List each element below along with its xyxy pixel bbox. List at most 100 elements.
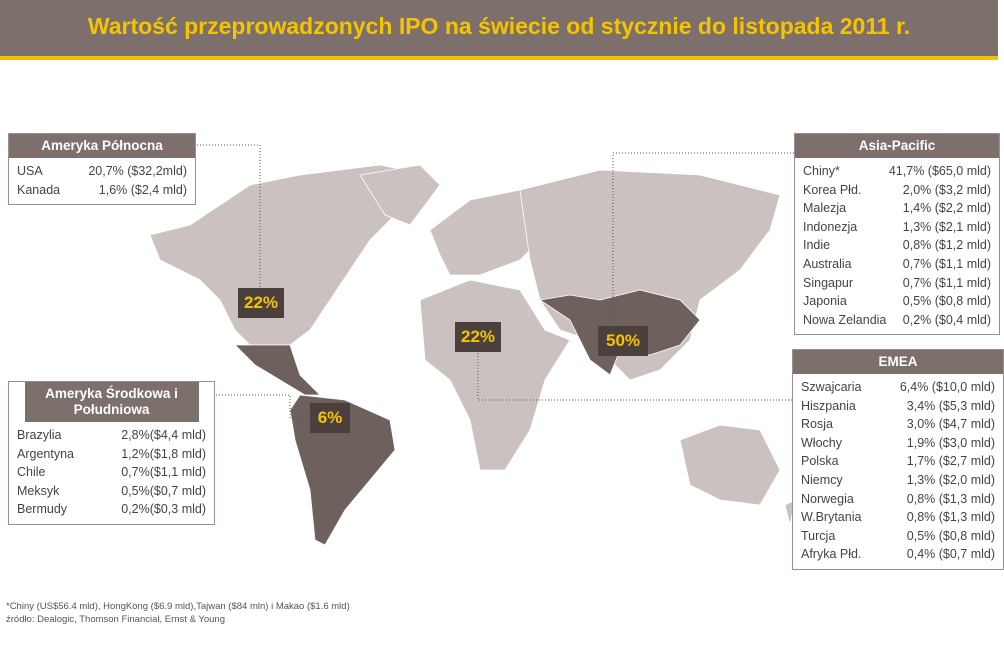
region-name: Ameryka Środkowa i Południowa <box>24 382 199 422</box>
ipo-value: 2,0% ($3,2 mld) <box>902 182 991 197</box>
ipo-value: 3,0% ($4,7 mld) <box>906 417 995 432</box>
region-row: Turcja 0,5% ($0,8 mld) <box>793 527 1003 546</box>
country: USA <box>17 164 43 178</box>
country: Brazylia <box>17 428 62 442</box>
ipo-value: 41,7% ($65,0 mld) <box>888 164 991 178</box>
ipo-value: 3,4% ($5,3 mld) <box>906 398 995 413</box>
ipo-value: 1,6% ($2,4 mld) <box>98 182 187 197</box>
ipo-value: 0,7%($1,1 mld) <box>121 465 206 480</box>
country: Włochy <box>801 435 842 450</box>
region-box: Asia-Pacific Chiny* 41,7% ($65,0 mld) Korea… <box>794 133 1000 336</box>
leader-line <box>612 152 794 326</box>
ipo-value: 1,7% ($2,7 mld) <box>906 454 995 469</box>
region-row: Australia 0,7% ($1,1 mld) <box>795 255 999 274</box>
region-row: Chile 0,7%($1,1 mld) <box>9 463 214 482</box>
ipo-value: 2,8%($4,4 mld) <box>121 428 206 442</box>
region-row: Malezja 1,4% ($2,2 mld) <box>795 199 999 218</box>
leader-line <box>194 144 261 288</box>
region-row: Singapur 0,7% ($1,1 mld) <box>795 274 999 293</box>
north-america <box>149 164 431 346</box>
country: Japonia <box>803 294 847 309</box>
country: Bermudy <box>17 502 68 517</box>
region-row: USA 20,7% ($32,2mld) <box>9 162 195 181</box>
country: Meksyk <box>17 483 60 498</box>
region-rows: USA 20,7% ($32,2mld) Kanada 1,6% ($2,4 mld) <box>9 158 195 204</box>
region-row: Rosja 3,0% ($4,7 mld) <box>793 415 1003 434</box>
region-box: Ameryka Północna USA 20,7% ($32,2mld) Kanad… <box>8 133 196 206</box>
region-share: 22% <box>455 322 501 352</box>
region-name: Asia-Pacific <box>795 134 999 158</box>
region-name: EMEA <box>793 350 1003 374</box>
region-row: Korea Płd. 2,0% ($3,2 mld) <box>795 181 999 200</box>
ipo-value: 0,8% ($1,3 mld) <box>906 491 995 506</box>
region-row: Chiny* 41,7% ($65,0 mld) <box>795 162 999 181</box>
region-row: Argentyna 1,2%($1,8 mld) <box>9 445 214 464</box>
country: Chile <box>17 465 46 480</box>
country: Hiszpania <box>801 398 856 413</box>
country: Nowa Zelandia <box>803 312 887 327</box>
country: Indie <box>803 238 831 253</box>
region-row: Polska 1,7% ($2,7 mld) <box>793 452 1003 471</box>
central-america <box>234 344 321 396</box>
region-row: Nowa Zelandia 0,2% ($0,4 mld) <box>795 311 999 330</box>
ipo-value: 1,4% ($2,2 mld) <box>902 201 991 216</box>
region-row: Szwajcaria 6,4% ($10,0 mld) <box>793 378 1003 397</box>
ipo-value: 0,5% ($0,8 mld) <box>902 294 991 309</box>
footnote: źródło: Dealogic, Thomson Financial, Ern… <box>6 614 225 625</box>
region-share: 50% <box>598 326 648 356</box>
ipo-value: 0,7% ($1,1 mld) <box>902 256 991 271</box>
region-row: W.Brytania 0,8% ($1,3 mld) <box>793 508 1003 527</box>
country: Rosja <box>801 417 833 432</box>
ipo-value: 0,2% ($0,4 mld) <box>902 312 991 327</box>
country: Szwajcaria <box>801 380 862 394</box>
ipo-value: 0,8% ($1,2 mld) <box>902 238 991 253</box>
region-share: 6% <box>310 403 350 433</box>
region-row: Meksyk 0,5%($0,7 mld) <box>9 482 214 501</box>
ipo-value: 0,5% ($0,8 mld) <box>906 528 995 543</box>
region-row: Brazylia 2,8%($4,4 mld) <box>9 426 214 445</box>
country: Norwegia <box>801 491 854 506</box>
country: Australia <box>803 256 852 271</box>
region-row: Hiszpania 3,4% ($5,3 mld) <box>793 397 1003 416</box>
ipo-value: 0,4% ($0,7 mld) <box>906 547 995 562</box>
region-rows: Brazylia 2,8%($4,4 mld) Argentyna 1,2%($1,8… <box>9 422 214 524</box>
footnotes: *Chiny (US$56.4 mld), HongKong ($6.9 mld… <box>6 600 350 626</box>
region-share: 22% <box>238 288 284 318</box>
region-box: Ameryka Środkowa i Południowa Brazylia 2,8… <box>8 381 215 525</box>
country: Indonezja <box>803 219 858 234</box>
region-row: Bermudy 0,2%($0,3 mld) <box>9 500 214 519</box>
ipo-value: 0,2%($0,3 mld) <box>121 502 206 517</box>
region-name: Ameryka Północna <box>9 134 195 158</box>
country: Argentyna <box>17 446 74 461</box>
ipo-value: 1,2%($1,8 mld) <box>121 446 206 461</box>
region-box: EMEA Szwajcaria 6,4% ($10,0 mld) Hiszpania 3… <box>792 349 1004 570</box>
ipo-value: 1,9% ($3,0 mld) <box>906 435 995 450</box>
country: Korea Płd. <box>803 182 862 197</box>
region-row: Japonia 0,5% ($0,8 mld) <box>795 292 999 311</box>
title: Wartość przeprowadzonych IPO na świecie … <box>0 0 998 60</box>
country: Afryka Płd. <box>801 547 862 562</box>
country: Niemcy <box>801 472 843 487</box>
region-row: Niemcy 1,3% ($2,0 mld) <box>793 471 1003 490</box>
ipo-value: 1,3% ($2,1 mld) <box>902 219 991 234</box>
country: Chiny* <box>803 164 840 178</box>
region-rows: Szwajcaria 6,4% ($10,0 mld) Hiszpania 3,4% … <box>793 374 1003 569</box>
region-row: Włochy 1,9% ($3,0 mld) <box>793 434 1003 453</box>
ipo-value: 0,7% ($1,1 mld) <box>902 275 991 290</box>
ipo-value: 20,7% ($32,2mld) <box>88 164 187 178</box>
country: Polska <box>801 454 839 469</box>
ipo-value: 1,3% ($2,0 mld) <box>906 472 995 487</box>
region-row: Kanada 1,6% ($2,4 mld) <box>9 181 195 200</box>
ipo-value: 0,8% ($1,3 mld) <box>906 510 995 525</box>
country: Turcja <box>801 528 836 543</box>
footnote: *Chiny (US$56.4 mld), HongKong ($6.9 mld… <box>6 601 350 612</box>
ipo-value: 6,4% ($10,0 mld) <box>899 380 995 394</box>
region-row: Norwegia 0,8% ($1,3 mld) <box>793 490 1003 509</box>
region-rows: Chiny* 41,7% ($65,0 mld) Korea Płd. 2,0% ($… <box>795 158 999 334</box>
greenland <box>359 164 441 226</box>
country: Kanada <box>17 182 61 197</box>
region-row: Indonezja 1,3% ($2,1 mld) <box>795 218 999 237</box>
australia <box>679 424 781 506</box>
